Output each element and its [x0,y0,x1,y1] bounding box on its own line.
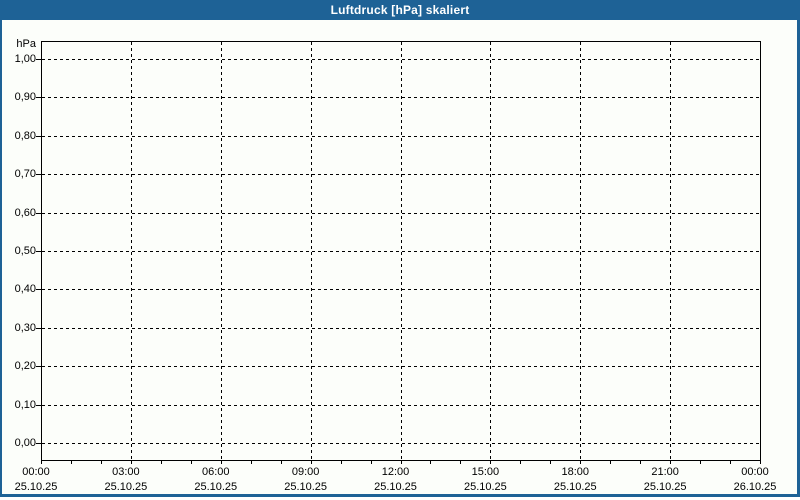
y-tick-label: 0,50 [14,245,36,257]
y-tick-label: 0,30 [14,322,36,334]
x-tick-date-label: 26.10.25 [733,481,777,493]
y-tick-label: 0,70 [14,168,36,180]
x-tick-time-label: 00:00 [741,466,769,478]
x-tick-time-label: 06:00 [201,466,230,478]
y-tick-label: 1,00 [14,53,36,65]
chart-title: Luftdruck [hPa] skaliert [330,3,470,17]
x-tick-date-label: 25.10.25 [284,481,328,493]
x-tick-time-label: 21:00 [651,466,679,478]
y-tick-label: 0,40 [14,283,36,295]
x-tick-date-label: 25.10.25 [194,481,238,493]
x-tick-date-label: 25.10.25 [643,481,687,493]
y-tick-label: 0,00 [14,437,36,449]
x-tick-date-label: 25.10.25 [104,481,148,493]
x-tick-time-label: 12:00 [381,466,410,478]
frame-border-right [797,20,800,497]
x-tick-time-label: 03:00 [112,466,140,478]
y-tick-label: 0,10 [14,399,36,411]
x-tick-time-label: 15:00 [471,466,500,478]
y-tick-label: 0,90 [14,91,36,103]
x-tick-date-label: 25.10.25 [14,481,58,493]
y-tick-label: 0,20 [14,360,36,372]
x-tick-date-label: 25.10.25 [463,481,507,493]
frame-border-bottom [0,494,800,497]
frame-border-left [0,20,2,497]
x-tick-date-label: 25.10.25 [553,481,597,493]
y-tick-label: 0,60 [14,207,36,219]
x-tick-time-label: 18:00 [561,466,590,478]
x-tick-time-label: 00:00 [22,466,50,478]
y-tick-label: 0,80 [14,130,36,142]
title-bar: Luftdruck [hPa] skaliert [0,0,800,20]
x-tick-date-label: 25.10.25 [374,481,417,493]
x-tick-time-label: 09:00 [291,466,320,478]
y-axis-unit-label: hPa [16,38,36,50]
